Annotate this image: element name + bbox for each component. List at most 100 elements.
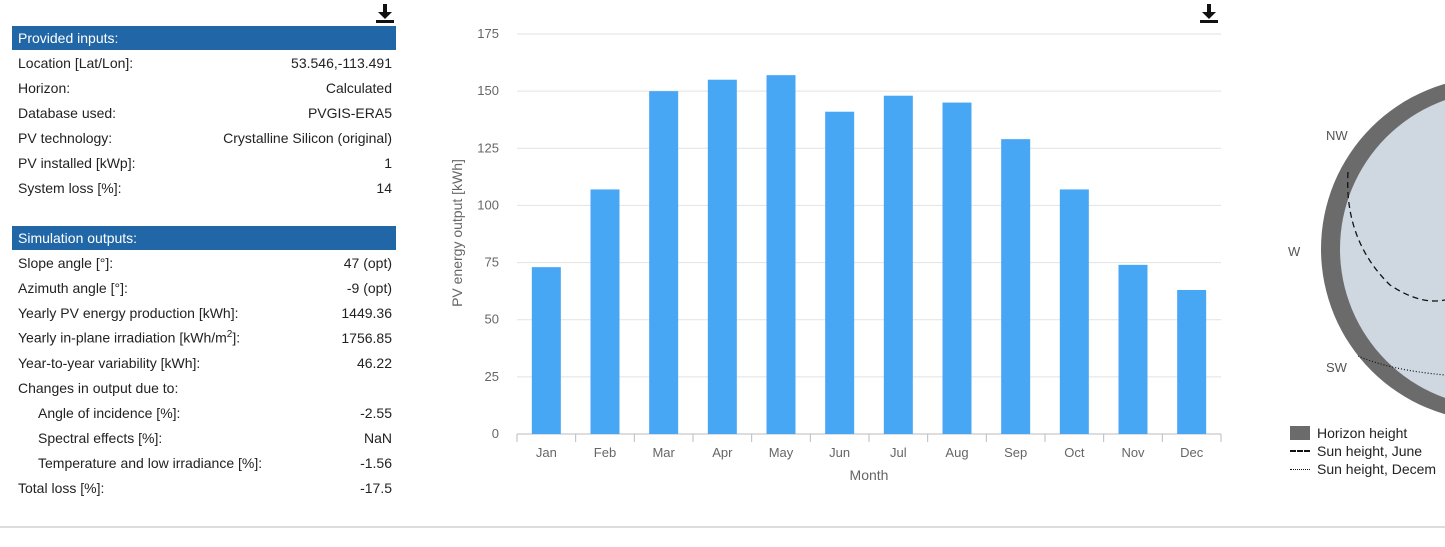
legend-item-sun-december: Sun height, Decem — [1290, 460, 1436, 478]
download-icon[interactable] — [1200, 4, 1218, 23]
bar-chart-svg: 0 25 50 75 100 125 150 175 Jan Feb Mar Apr May Jun Jul… — [449, 4, 1222, 483]
x-tick-label: Sep — [1004, 445, 1027, 460]
x-tick-label: Jun — [829, 445, 850, 460]
output-label: Temperature and low irradiance [%]: — [38, 454, 263, 471]
dashed-line-icon — [1290, 450, 1310, 452]
output-label: Angle of incidence [%]: — [38, 404, 181, 421]
y-tick-label: 175 — [477, 26, 499, 41]
input-row-system-loss: System loss [%]: 14 — [12, 175, 396, 200]
bar-apr[interactable] — [707, 79, 737, 434]
horizon-chart: NW W SW — [1240, 0, 1445, 500]
output-row-temperature: Temperature and low irradiance [%]: -1.5… — [12, 450, 396, 475]
output-value: 47 (opt) — [343, 254, 392, 271]
compass-nw: NW — [1326, 128, 1348, 143]
x-tick-label: May — [769, 445, 794, 460]
output-label: Spectral effects [%]: — [38, 429, 163, 446]
y-tick-label: 50 — [485, 312, 499, 327]
output-label: Yearly PV energy production [kWh]: — [18, 304, 239, 321]
legend-label: Horizon height — [1317, 425, 1408, 441]
output-row-changes: Changes in output due to: — [12, 375, 396, 400]
output-row-angle-incidence: Angle of incidence [%]: -2.55 — [12, 400, 396, 425]
output-row-azimuth: Azimuth angle [°]: -9 (opt) — [12, 275, 396, 300]
x-tick-label: Oct — [1064, 445, 1085, 460]
output-row-variability: Year-to-year variability [kWh]: 46.22 — [12, 350, 396, 375]
results-panel: Provided inputs: Location [Lat/Lon]: 53.… — [12, 0, 396, 500]
x-tick-label: Aug — [945, 445, 968, 460]
axis-layer: 0 25 50 75 100 125 150 175 Jan Feb Mar Apr May Jun Jul… — [477, 26, 1222, 460]
input-value: 53.546,-113.491 — [291, 54, 392, 71]
output-label: Yearly in-plane irradiation [kWh/m2]: — [18, 329, 240, 346]
simulation-outputs-header: Simulation outputs: — [12, 226, 396, 250]
output-value: 1756.85 — [341, 329, 392, 346]
bar-aug[interactable] — [942, 102, 972, 435]
provided-inputs-header: Provided inputs: — [12, 26, 396, 50]
output-value: -17.5 — [360, 479, 392, 496]
superscript: 2 — [226, 329, 233, 341]
input-label: PV technology: — [18, 129, 113, 146]
y-tick-label: 150 — [477, 83, 499, 98]
bar-layer — [531, 75, 1207, 435]
legend-item-sun-june: Sun height, June — [1290, 442, 1436, 460]
output-row-slope: Slope angle [°]: 47 (opt) — [12, 250, 396, 275]
output-row-irradiation: Yearly in-plane irradiation [kWh/m2]: 17… — [12, 325, 396, 350]
x-tick-label: Feb — [594, 445, 616, 460]
y-tick-label: 0 — [492, 426, 499, 441]
output-row-yearly-pv: Yearly PV energy production [kWh]: 1449.… — [12, 300, 396, 325]
legend-item-horizon: Horizon height — [1290, 424, 1436, 442]
input-value: PVGIS-ERA5 — [307, 104, 392, 121]
input-label: System loss [%]: — [18, 179, 122, 196]
dotted-line-icon — [1290, 468, 1310, 470]
x-tick-label: Dec — [1180, 445, 1204, 460]
input-value: 1 — [384, 154, 392, 171]
input-label: Location [Lat/Lon]: — [18, 54, 134, 71]
bottom-divider — [0, 526, 1445, 528]
x-tick-label: Mar — [652, 445, 675, 460]
horizon-swatch-icon — [1290, 426, 1310, 440]
sky-area — [1340, 100, 1445, 398]
x-tick-label: Jan — [536, 445, 557, 460]
bar-oct[interactable] — [1059, 189, 1089, 434]
bar-mar[interactable] — [649, 91, 679, 435]
input-value: Calculated — [325, 79, 392, 96]
bar-sep[interactable] — [1001, 139, 1031, 434]
bar-jul[interactable] — [883, 95, 913, 434]
horizon-chart-svg: NW W SW — [1288, 83, 1445, 415]
bar-dec[interactable] — [1177, 290, 1207, 434]
x-tick-label: Nov — [1121, 445, 1145, 460]
input-label: Database used: — [18, 104, 117, 121]
y-tick-label: 100 — [477, 197, 499, 212]
output-label: Azimuth angle [°]: — [18, 279, 128, 296]
bar-nov[interactable] — [1118, 264, 1148, 434]
output-row-total-loss: Total loss [%]: -17.5 — [12, 475, 396, 500]
compass-w: W — [1288, 244, 1301, 259]
x-tick-label: Apr — [712, 445, 733, 460]
compass-sw: SW — [1326, 360, 1348, 375]
x-axis-label: Month — [850, 467, 889, 483]
input-row-pv-installed: PV installed [kWp]: 1 — [12, 150, 396, 175]
monthly-energy-chart: 0 25 50 75 100 125 150 175 Jan Feb Mar Apr May Jun Jul… — [440, 0, 1240, 500]
label-text: Yearly in-plane irradiation [kWh/m — [18, 329, 227, 346]
bar-jan[interactable] — [531, 267, 561, 434]
output-label: Total loss [%]: — [18, 479, 105, 496]
grid-layer — [517, 33, 1221, 435]
output-label: Slope angle [°]: — [18, 254, 114, 271]
bar-may[interactable] — [766, 75, 796, 435]
output-label: Changes in output due to: — [18, 379, 179, 396]
bar-feb[interactable] — [590, 189, 620, 434]
input-row-horizon: Horizon: Calculated — [12, 75, 396, 100]
input-label: PV installed [kWp]: — [18, 154, 136, 171]
y-tick-label: 75 — [485, 255, 499, 270]
download-icon[interactable] — [374, 2, 396, 24]
legend-label: Sun height, Decem — [1317, 461, 1437, 477]
y-tick-label: 125 — [477, 140, 499, 155]
input-label: Horizon: — [18, 79, 71, 96]
bar-jun[interactable] — [825, 111, 855, 434]
output-value: -2.55 — [360, 404, 392, 421]
horizon-legend: Horizon height Sun height, June Sun heig… — [1290, 424, 1436, 478]
sun-path-december — [1357, 355, 1445, 376]
label-text: ]: — [232, 329, 241, 346]
y-axis-label: PV energy output [kWh] — [449, 159, 465, 307]
output-row-spectral: Spectral effects [%]: NaN — [12, 425, 396, 450]
x-tick-label: Jul — [890, 445, 907, 460]
sun-path-june — [1347, 171, 1445, 302]
